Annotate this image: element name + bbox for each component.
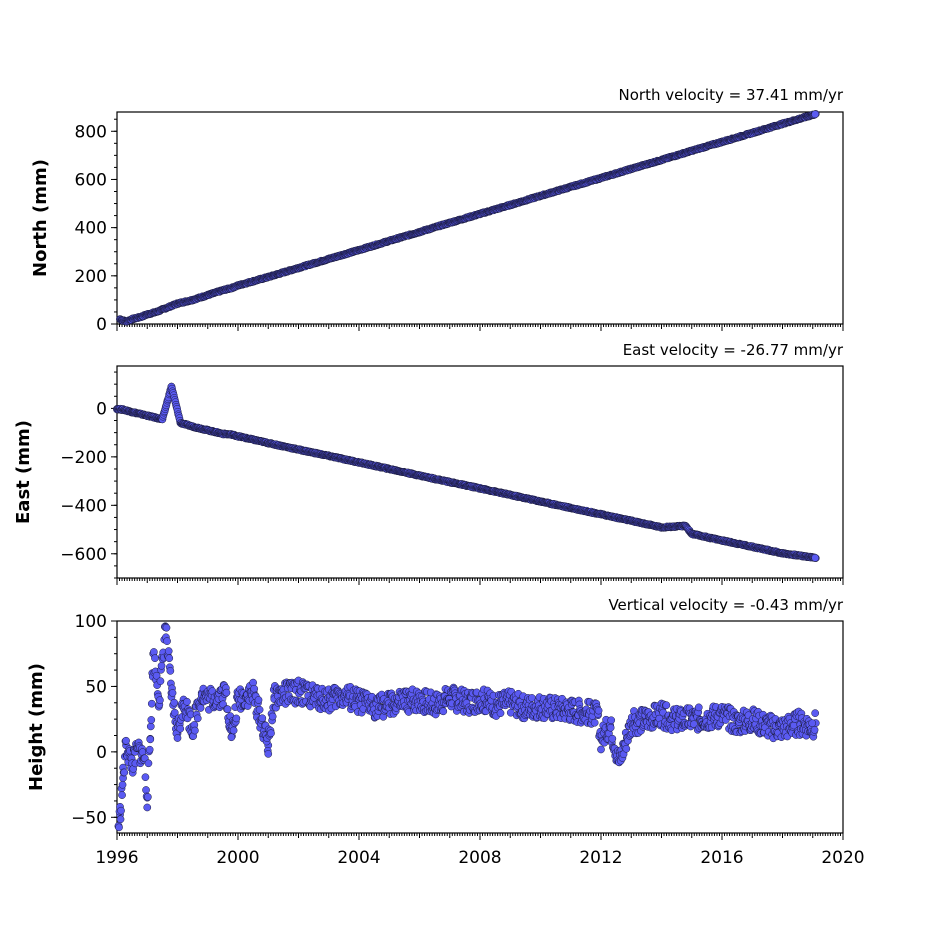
north-panel: 0 200 400 600 800 North velocity = 37.41 mm/… (30, 86, 844, 335)
data-point (162, 623, 171, 632)
data-point (811, 709, 820, 717)
y-tick-label: 50 (85, 677, 107, 697)
data-point (120, 768, 129, 777)
data-point (808, 719, 817, 728)
east-velocity-label: East velocity = -26.77 mm/yr (623, 341, 844, 359)
height-y-axis-title: Height (mm) (26, 663, 47, 791)
data-point (227, 733, 236, 742)
data-point (607, 716, 616, 725)
height-panel: −50 0 50 100 Vertical velocity = -0.43 mm/y… (26, 596, 865, 868)
data-point (147, 716, 156, 724)
data-point (143, 803, 152, 812)
data-point (183, 697, 191, 706)
data-point (264, 750, 273, 758)
data-point (229, 726, 238, 735)
data-point (255, 705, 264, 714)
data-point (116, 815, 125, 824)
data-point (144, 793, 152, 801)
data-point (622, 744, 631, 753)
data-point (145, 745, 154, 754)
data-point (606, 723, 615, 732)
y-tick-label: −400 (60, 496, 107, 516)
north-velocity-label: North velocity = 37.41 mm/yr (619, 86, 844, 104)
y-tick-label: −50 (71, 808, 107, 828)
data-point (267, 729, 275, 738)
data-point (496, 709, 505, 718)
x-tick-label: 2008 (458, 848, 501, 868)
data-point (196, 704, 205, 712)
data-point (122, 736, 130, 745)
data-point (254, 696, 263, 704)
data-point (173, 734, 182, 742)
data-point (176, 724, 185, 733)
data-point (222, 688, 231, 697)
data-point (147, 699, 156, 708)
x-tick-label: 2012 (579, 848, 622, 868)
data-point (193, 714, 202, 723)
data-point (170, 698, 179, 707)
data-point (250, 684, 259, 693)
x-tick-labels: 1996 2000 2004 2008 2012 2016 2020 (95, 848, 864, 868)
y-tick-label: 200 (75, 267, 107, 287)
data-point (115, 823, 123, 832)
data-point (268, 712, 277, 721)
data-point (144, 759, 153, 768)
north-ticks: 0 200 400 600 800 (75, 118, 844, 335)
y-tick-label: 800 (75, 122, 107, 142)
y-tick-label: −600 (60, 545, 107, 565)
data-point (146, 722, 155, 731)
east-points (113, 382, 820, 562)
data-point (118, 791, 126, 799)
east-y-axis-title: East (mm) (13, 420, 34, 524)
x-tick-label: 2000 (216, 848, 259, 868)
data-point (662, 701, 671, 710)
y-tick-label: 600 (75, 170, 107, 190)
data-point (165, 654, 174, 663)
data-point (232, 714, 241, 723)
data-point (694, 703, 703, 712)
data-point (118, 780, 127, 789)
data-point (168, 689, 177, 697)
data-point (142, 786, 150, 794)
y-tick-label: 0 (96, 315, 107, 335)
y-tick-label: 100 (75, 612, 107, 632)
height-points (114, 622, 820, 832)
data-point (590, 718, 599, 727)
y-tick-label: −200 (60, 448, 107, 468)
height-velocity-label: Vertical velocity = -0.43 mm/yr (608, 596, 843, 614)
data-point (156, 677, 165, 685)
data-point (164, 647, 173, 655)
data-point (608, 734, 617, 743)
data-point (811, 110, 820, 119)
data-point (594, 706, 603, 715)
x-tick-label: 2020 (821, 848, 864, 868)
x-tick-label: 2016 (700, 848, 743, 868)
data-point (156, 696, 164, 705)
data-point (439, 707, 448, 716)
data-point (151, 654, 159, 662)
y-tick-label: 0 (96, 399, 107, 419)
x-tick-label: 1996 (95, 848, 138, 868)
data-point (258, 714, 267, 723)
north-y-axis-title: North (mm) (30, 159, 51, 277)
data-point (117, 806, 125, 815)
east-panel: −600 −400 −200 0 East velocity = -26.77 mm/… (13, 341, 844, 585)
data-point (163, 637, 171, 645)
data-point (141, 773, 150, 782)
y-tick-label: 0 (96, 743, 107, 763)
north-points (116, 110, 820, 326)
data-point (811, 554, 820, 562)
data-point (597, 745, 605, 754)
y-tick-label: 400 (75, 219, 107, 239)
data-point (223, 705, 232, 714)
data-point (157, 661, 166, 670)
data-point (810, 726, 819, 734)
x-tick-label: 2004 (337, 848, 380, 868)
data-point (166, 667, 175, 675)
data-point (191, 726, 199, 735)
data-point (146, 735, 155, 744)
